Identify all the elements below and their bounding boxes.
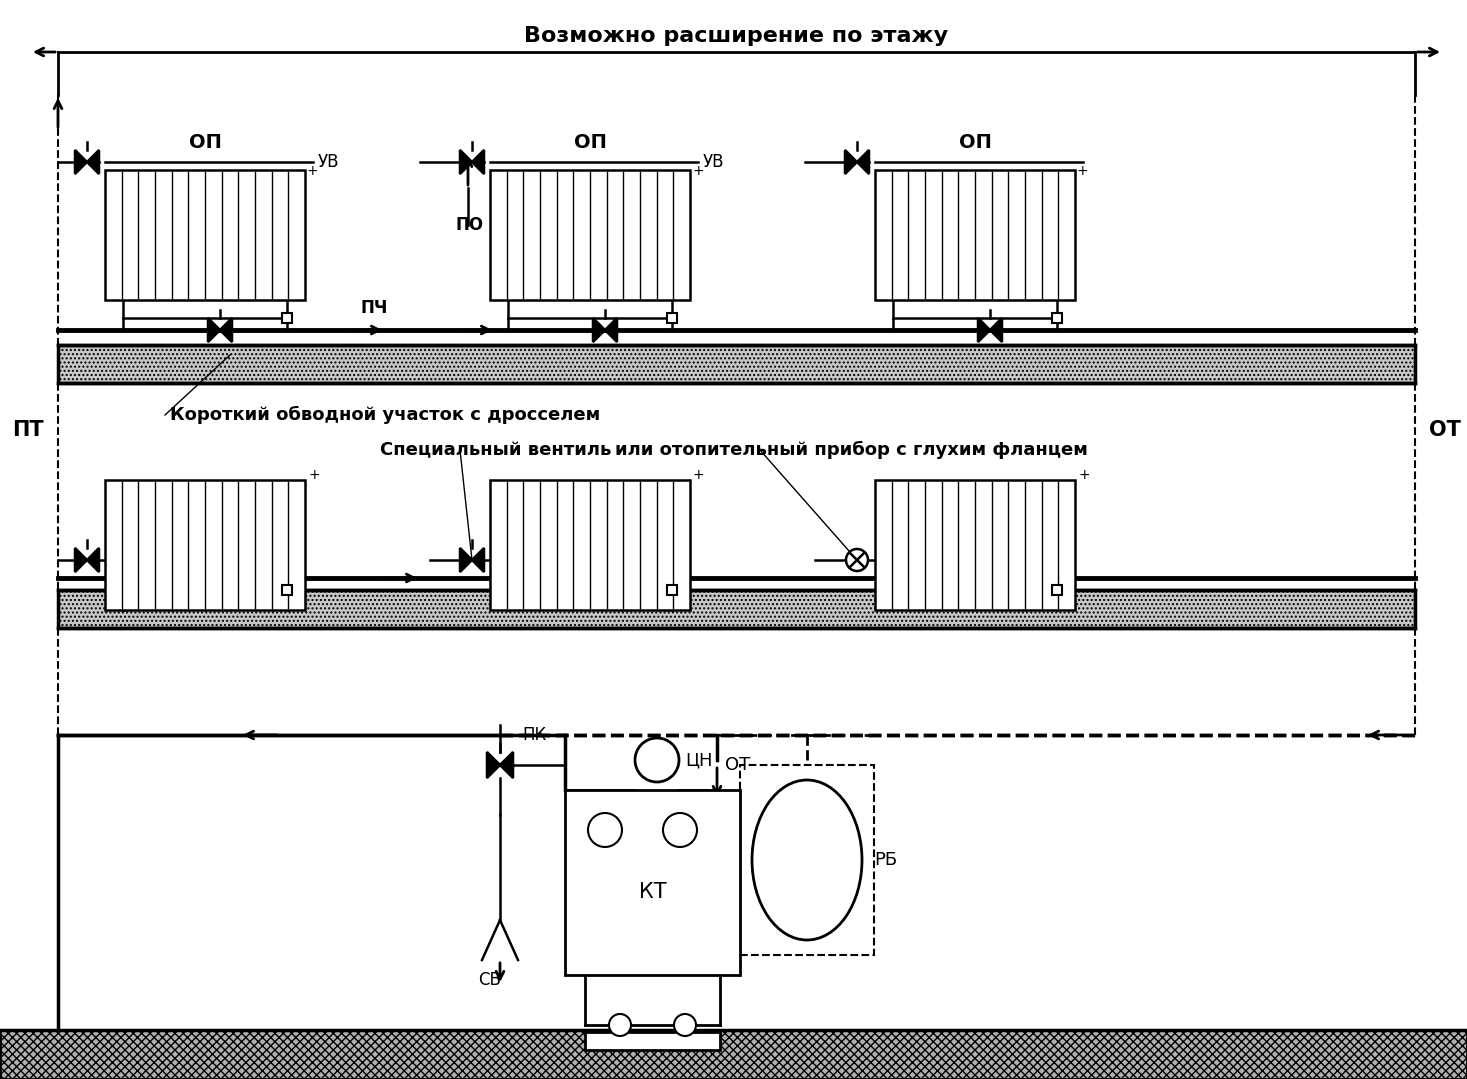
- Circle shape: [635, 738, 679, 782]
- Bar: [1052, 313, 1062, 323]
- Bar: [874, 170, 1075, 300]
- Bar: [59, 345, 1416, 383]
- Ellipse shape: [753, 780, 863, 940]
- Polygon shape: [75, 548, 87, 572]
- Text: ПТ: ПТ: [12, 420, 44, 440]
- Text: КТ: КТ: [638, 882, 666, 902]
- Text: или отопительный прибор с глухим фланцем: или отопительный прибор с глухим фланцем: [615, 441, 1089, 459]
- Text: +: +: [308, 468, 320, 482]
- Text: ЦН: ЦН: [685, 751, 713, 769]
- Bar: [667, 585, 676, 595]
- Polygon shape: [857, 150, 868, 174]
- Bar: [490, 480, 689, 610]
- Polygon shape: [593, 318, 604, 342]
- Bar: [565, 790, 739, 975]
- Text: ОТ: ОТ: [725, 756, 750, 774]
- Text: ПК: ПК: [522, 726, 546, 745]
- Text: УВ: УВ: [318, 153, 339, 170]
- Text: ПЧ: ПЧ: [359, 299, 387, 317]
- Text: +: +: [1077, 164, 1089, 178]
- Bar: [874, 480, 1075, 610]
- Circle shape: [588, 812, 622, 847]
- Text: СВ: СВ: [478, 971, 502, 989]
- Polygon shape: [461, 548, 472, 572]
- Bar: [1052, 585, 1062, 595]
- Circle shape: [846, 549, 868, 571]
- Polygon shape: [87, 150, 98, 174]
- Bar: [282, 585, 292, 595]
- Polygon shape: [990, 318, 1002, 342]
- Text: +: +: [692, 468, 704, 482]
- Text: ОТ: ОТ: [1429, 420, 1461, 440]
- Text: +: +: [1078, 468, 1090, 482]
- Circle shape: [673, 1014, 695, 1036]
- Polygon shape: [845, 150, 857, 174]
- Polygon shape: [87, 548, 98, 572]
- Circle shape: [663, 812, 697, 847]
- Polygon shape: [472, 150, 484, 174]
- Text: +: +: [692, 164, 704, 178]
- Polygon shape: [500, 752, 513, 778]
- Text: Короткий обводной участок с дросселем: Короткий обводной участок с дросселем: [170, 406, 600, 424]
- Polygon shape: [487, 752, 500, 778]
- Bar: [59, 590, 1416, 628]
- Polygon shape: [978, 318, 990, 342]
- Polygon shape: [604, 318, 618, 342]
- Bar: [585, 1032, 720, 1050]
- Text: +: +: [307, 164, 318, 178]
- Bar: [667, 313, 676, 323]
- Text: УВ: УВ: [703, 153, 725, 170]
- Circle shape: [609, 1014, 631, 1036]
- Text: ОП: ОП: [574, 133, 606, 151]
- Polygon shape: [220, 318, 232, 342]
- Polygon shape: [472, 548, 484, 572]
- Text: РБ: РБ: [874, 851, 898, 869]
- Bar: [0, 1030, 1467, 1079]
- Text: ПО: ПО: [456, 216, 484, 234]
- Polygon shape: [208, 318, 220, 342]
- Bar: [282, 313, 292, 323]
- Bar: [739, 765, 874, 955]
- Bar: [106, 170, 305, 300]
- Text: ОП: ОП: [189, 133, 222, 151]
- Bar: [106, 480, 305, 610]
- Polygon shape: [75, 150, 87, 174]
- Text: Возможно расширение по этажу: Возможно расширение по этажу: [524, 26, 949, 46]
- Bar: [490, 170, 689, 300]
- Text: ОП: ОП: [958, 133, 992, 151]
- Polygon shape: [461, 150, 472, 174]
- Text: Специальный вентиль: Специальный вентиль: [380, 441, 612, 459]
